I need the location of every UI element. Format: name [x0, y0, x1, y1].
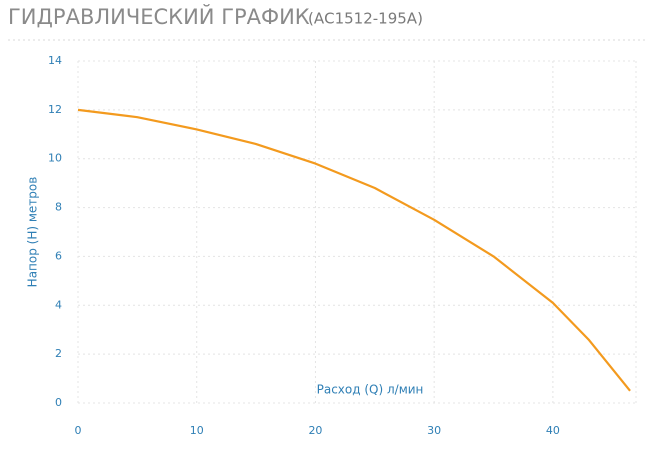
y-tick-label: 6	[55, 249, 62, 262]
y-tick-label: 12	[48, 103, 62, 116]
y-tick-label: 0	[55, 396, 62, 409]
y-tick-label: 10	[48, 152, 62, 165]
line	[77, 108, 631, 392]
chart-title: ГИДРАВЛИЧЕСКИЙ ГРАФИК	[8, 4, 310, 29]
x-tick-label: 0	[75, 424, 82, 437]
x-tick-label: 20	[308, 424, 322, 437]
y-axis-label: Напор (H) метров	[26, 177, 40, 288]
y-tick-label: 4	[55, 298, 62, 311]
y-tick-label: 14	[48, 54, 62, 67]
chart-subtitle: (АС1512-195А)	[308, 10, 423, 28]
x-tick-label: 40	[546, 424, 560, 437]
x-axis-label: Расход (Q) л/мин	[317, 383, 424, 397]
y-tick-label: 2	[55, 347, 62, 360]
x-tick-label: 30	[427, 424, 441, 437]
y-tick-label: 8	[55, 201, 62, 214]
x-tick-label: 10	[190, 424, 204, 437]
